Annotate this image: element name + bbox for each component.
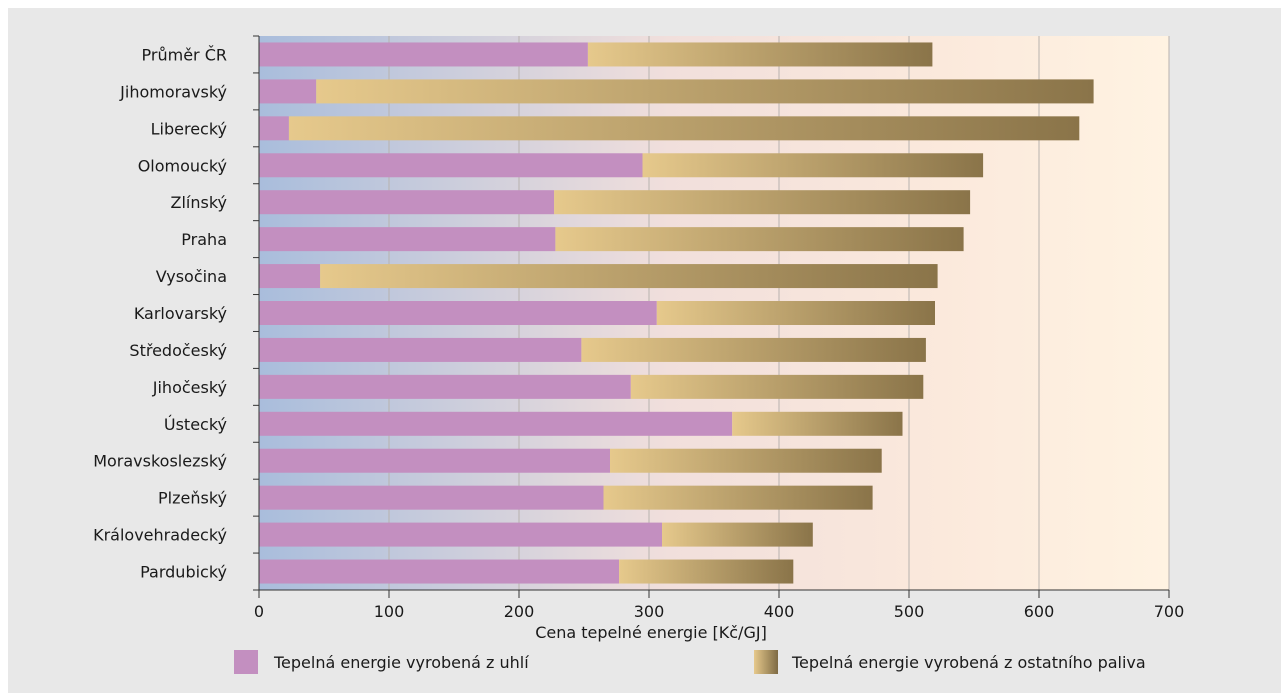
category-label: Plzeňský <box>158 489 227 508</box>
category-label: Liberecký <box>151 119 227 138</box>
bar-other-fuel <box>662 522 813 547</box>
bar-other-fuel <box>656 301 935 325</box>
bar-coal <box>259 301 657 325</box>
category-label: Jihomoravský <box>119 82 227 101</box>
legend: Tepelná energie vyrobená z uhlí Tepelná … <box>234 650 1146 674</box>
bar-coal <box>259 374 631 399</box>
bar-other-fuel <box>630 374 924 399</box>
category-label: Středočeský <box>129 341 227 360</box>
bar-coal <box>259 42 588 67</box>
category-label: Pardubický <box>140 563 227 582</box>
bar-coal <box>259 411 733 436</box>
legend-label-other: Tepelná energie vyrobená z ostatního pal… <box>791 653 1146 672</box>
category-label: Karlovarský <box>134 304 227 323</box>
legend-swatch-other <box>754 650 778 674</box>
bar-other-fuel <box>642 153 984 178</box>
bar-other-fuel <box>288 116 1080 141</box>
category-label: Královehradecký <box>93 526 227 545</box>
legend-label-coal: Tepelná energie vyrobená z uhlí <box>273 653 529 672</box>
x-tick-label: 0 <box>254 602 264 621</box>
bar-other-fuel <box>619 559 794 584</box>
chart-figure: 0 100 200 300 400 500 600 700 Průměr ČR Jihomorav… <box>8 8 1281 693</box>
bar-coal <box>259 79 317 104</box>
category-label: Praha <box>181 230 227 249</box>
bar-other-fuel <box>581 337 926 362</box>
x-tick-label: 500 <box>894 602 925 621</box>
bar-other-fuel <box>554 190 971 215</box>
bar-coal <box>259 116 289 141</box>
bar-coal <box>259 190 555 215</box>
bar-coal <box>259 559 620 584</box>
labels: 0 100 200 300 400 500 600 700 Průměr ČR Jihomorav… <box>93 45 1184 621</box>
bar-other-fuel <box>732 411 903 436</box>
x-tick-label: 700 <box>1154 602 1185 621</box>
bar-coal <box>259 448 610 473</box>
legend-swatch-coal <box>234 650 258 674</box>
bar-coal <box>259 227 556 252</box>
stacked-bar-chart: 0 100 200 300 400 500 600 700 Průměr ČR Jihomorav… <box>93 35 1184 674</box>
bar-other-fuel <box>555 227 964 252</box>
bar-coal <box>259 522 662 547</box>
x-tick-label: 200 <box>504 602 535 621</box>
x-tick-label: 400 <box>764 602 795 621</box>
category-label: Průměr ČR <box>142 45 227 64</box>
category-label: Jihočeský <box>152 378 227 397</box>
bar-coal <box>259 485 604 510</box>
category-label: Ústecký <box>164 415 227 434</box>
bars <box>259 42 1094 584</box>
bar-coal <box>259 337 582 362</box>
bar-coal <box>259 153 643 178</box>
bar-coal <box>259 264 321 289</box>
category-label: Zlínský <box>171 193 228 212</box>
category-label: Vysočina <box>156 267 227 286</box>
bar-other-fuel <box>603 485 873 510</box>
bar-other-fuel <box>320 264 938 289</box>
bar-other-fuel <box>587 42 933 67</box>
x-tick-label: 100 <box>374 602 405 621</box>
x-axis-title: Cena tepelné energie [Kč/GJ] <box>535 623 767 642</box>
x-tick-label: 600 <box>1024 602 1055 621</box>
x-tick-label: 300 <box>634 602 665 621</box>
category-label: Moravskoslezský <box>93 452 227 471</box>
bar-other-fuel <box>316 79 1094 104</box>
category-label: Olomoucký <box>138 156 227 175</box>
axes <box>253 35 1170 598</box>
bar-other-fuel <box>610 448 882 473</box>
